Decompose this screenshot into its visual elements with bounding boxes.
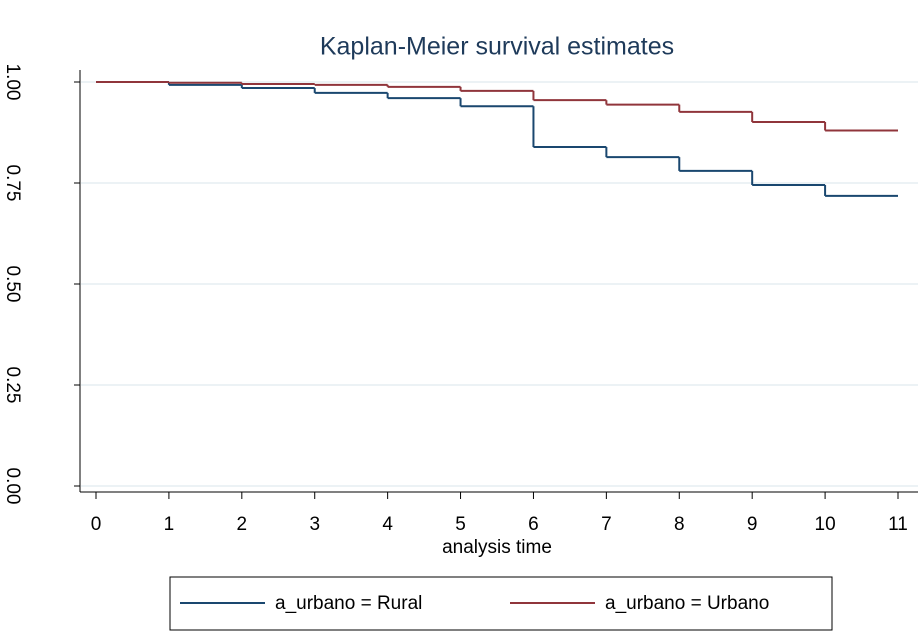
x-tick-label: 0 [91, 514, 102, 535]
x-tick-label: 9 [747, 514, 758, 535]
x-tick-label: 3 [309, 514, 320, 535]
x-tick-label: 7 [601, 514, 612, 535]
chart-title: Kaplan-Meier survival estimates [320, 33, 674, 61]
x-tick-label: 4 [382, 514, 393, 535]
y-tick-label: 0.75 [2, 165, 23, 202]
legend-box [169, 576, 833, 631]
legend-label: a_urbano = Rural [275, 593, 422, 614]
x-tick-label: 5 [455, 514, 466, 535]
x-tick-label: 11 [888, 514, 908, 535]
x-tick-label: 10 [815, 514, 836, 535]
y-tick-label: 0.25 [2, 367, 23, 404]
x-tick-label: 1 [164, 514, 175, 535]
y-tick-label: 1.00 [2, 64, 23, 101]
x-tick-label: 2 [237, 514, 248, 535]
x-axis-label: analysis time [442, 537, 552, 558]
x-tick-label: 8 [674, 514, 685, 535]
legend-label: a_urbano = Urbano [605, 593, 769, 614]
y-tick-label: 0.50 [2, 266, 23, 303]
x-tick-label: 6 [528, 514, 539, 535]
y-tick-label: 0.00 [2, 468, 23, 505]
